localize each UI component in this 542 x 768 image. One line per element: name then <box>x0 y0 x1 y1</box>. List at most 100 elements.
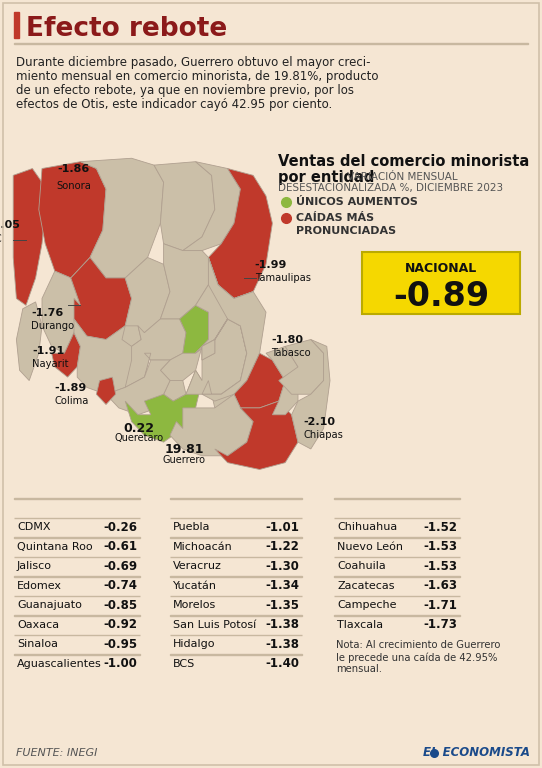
Text: Chiapas: Chiapas <box>303 430 343 440</box>
Polygon shape <box>42 271 80 353</box>
Text: Sinaloa: Sinaloa <box>17 639 58 649</box>
Text: -0.95: -0.95 <box>103 637 137 650</box>
Bar <box>170 654 302 655</box>
Polygon shape <box>51 333 80 377</box>
Bar <box>170 576 302 577</box>
Polygon shape <box>39 162 106 278</box>
Text: Tlaxcala: Tlaxcala <box>337 620 383 630</box>
Text: Yucatán: Yucatán <box>173 581 217 591</box>
Text: Sonora: Sonora <box>56 180 92 190</box>
Text: FUENTE: INEGI: FUENTE: INEGI <box>16 748 98 758</box>
Polygon shape <box>209 168 273 299</box>
Bar <box>170 557 302 558</box>
Text: Morelos: Morelos <box>173 601 216 611</box>
Text: Efecto rebote: Efecto rebote <box>26 16 227 42</box>
Text: -1.63: -1.63 <box>423 579 457 592</box>
Text: -1.40: -1.40 <box>265 657 299 670</box>
Text: -0.61: -0.61 <box>103 540 137 553</box>
Bar <box>334 557 460 558</box>
Polygon shape <box>164 381 186 401</box>
Text: 19.81: 19.81 <box>164 443 204 456</box>
Polygon shape <box>196 285 228 353</box>
Bar <box>170 537 302 538</box>
Text: -0.92: -0.92 <box>103 618 137 631</box>
Text: 0.22: 0.22 <box>124 422 154 435</box>
Text: -1.38: -1.38 <box>265 637 299 650</box>
Text: Nota: Al crecimiento de Guerrero
le precede una caída de 42.95%
mensual.: Nota: Al crecimiento de Guerrero le prec… <box>336 641 500 674</box>
Text: -0.85: -0.85 <box>103 599 137 612</box>
Text: Ventas del comercio minorista: Ventas del comercio minorista <box>278 154 529 169</box>
Text: Nuevo León: Nuevo León <box>337 541 403 551</box>
Text: -1.00: -1.00 <box>103 657 137 670</box>
Text: | VARIACIÓN MENSUAL: | VARIACIÓN MENSUAL <box>337 170 457 183</box>
Text: CDMX: CDMX <box>17 522 50 532</box>
Bar <box>14 557 140 558</box>
Text: NACIONAL: NACIONAL <box>405 261 477 274</box>
Polygon shape <box>279 339 324 394</box>
Bar <box>334 595 460 596</box>
Bar <box>14 654 140 655</box>
Text: -1.53: -1.53 <box>423 540 457 553</box>
Polygon shape <box>202 339 215 360</box>
Text: BCS: BCS <box>173 659 195 669</box>
Text: -1.34: -1.34 <box>265 579 299 592</box>
Text: Quintana Roo: Quintana Roo <box>17 541 93 551</box>
Polygon shape <box>215 401 298 469</box>
Text: Coahuila: Coahuila <box>337 561 386 571</box>
Text: Durango: Durango <box>31 321 74 331</box>
Polygon shape <box>71 257 132 339</box>
Text: Edomex: Edomex <box>17 581 62 591</box>
Text: -1.80: -1.80 <box>271 336 303 346</box>
Text: -0.89: -0.89 <box>393 280 489 313</box>
Text: BC: BC <box>0 233 2 243</box>
Polygon shape <box>183 162 241 250</box>
Polygon shape <box>125 319 186 387</box>
Polygon shape <box>125 257 170 333</box>
Bar <box>362 252 520 314</box>
Text: Tabasco: Tabasco <box>271 349 311 359</box>
Bar <box>334 615 460 616</box>
Bar <box>14 615 140 616</box>
Text: Jalisco: Jalisco <box>17 561 52 571</box>
Text: Tamaulipas: Tamaulipas <box>255 273 311 283</box>
Polygon shape <box>106 360 170 415</box>
Text: efectos de Otis, este indicador cayó 42.95 por ciento.: efectos de Otis, este indicador cayó 42.… <box>16 98 332 111</box>
Bar <box>14 12 19 38</box>
Polygon shape <box>125 370 202 442</box>
Polygon shape <box>186 319 247 394</box>
Polygon shape <box>80 158 164 278</box>
Text: -1.53: -1.53 <box>423 560 457 573</box>
Bar <box>334 537 460 538</box>
Text: Chihuahua: Chihuahua <box>337 522 397 532</box>
Text: Guanajuato: Guanajuato <box>17 601 82 611</box>
Polygon shape <box>154 162 215 250</box>
Text: Michoacán: Michoacán <box>173 541 233 551</box>
Polygon shape <box>74 319 151 394</box>
Text: Guerrero: Guerrero <box>163 455 205 465</box>
Polygon shape <box>96 377 115 405</box>
Text: Colima: Colima <box>55 396 89 406</box>
Text: Aguascalientes: Aguascalientes <box>17 659 102 669</box>
Text: -1.35: -1.35 <box>265 599 299 612</box>
Polygon shape <box>202 257 266 401</box>
Polygon shape <box>179 306 209 360</box>
Text: -1.71: -1.71 <box>423 599 457 612</box>
Text: ÚNICOS AUMENTOS: ÚNICOS AUMENTOS <box>296 197 418 207</box>
Text: -1.30: -1.30 <box>265 560 299 573</box>
Text: Nayarit: Nayarit <box>32 359 68 369</box>
Text: -0.69: -0.69 <box>103 560 137 573</box>
Text: Veracruz: Veracruz <box>173 561 222 571</box>
Text: Campeche: Campeche <box>337 601 397 611</box>
Bar <box>14 43 528 45</box>
Text: -1.99: -1.99 <box>255 260 287 270</box>
Text: miento mensual en comercio minorista, de 19.81%, producto: miento mensual en comercio minorista, de… <box>16 70 378 83</box>
Text: -1.76: -1.76 <box>31 308 63 318</box>
Text: Hidalgo: Hidalgo <box>173 639 216 649</box>
Text: -1.91: -1.91 <box>32 346 64 356</box>
Text: Zacatecas: Zacatecas <box>337 581 395 591</box>
Bar <box>14 634 140 635</box>
Text: -1.52: -1.52 <box>423 521 457 534</box>
Text: -1.86: -1.86 <box>58 164 90 174</box>
Text: CAÍDAS MÁS: CAÍDAS MÁS <box>296 213 374 223</box>
Bar <box>14 537 140 538</box>
